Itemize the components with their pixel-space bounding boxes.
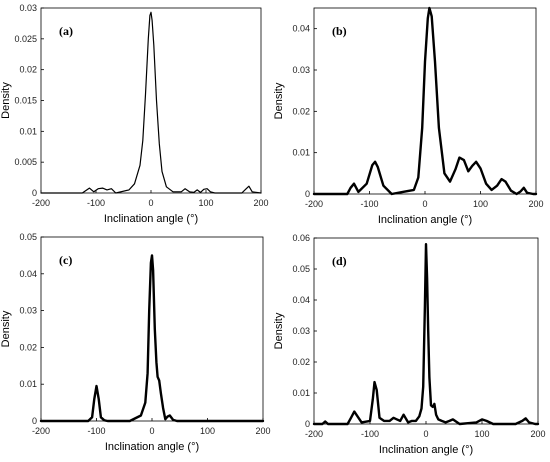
y-tick-label: 0.015 [14,96,37,106]
x-tick-label: 100 [198,198,213,208]
x-tick-label: 100 [473,199,488,209]
x-tick-label: 0 [149,426,154,436]
plot-frame [313,7,537,195]
y-tick-label: 0.05 [292,264,310,274]
y-tick-label: 0.02 [292,106,310,116]
x-axis-label: Inclination angle (°) [105,441,199,453]
y-tick-label: 0.02 [19,65,37,75]
y-axis-label: Density [0,310,12,347]
y-axis-label: Density [273,82,285,119]
x-tick-label: -100 [87,426,105,436]
x-axis-label: Inclination angle (°) [379,444,473,456]
y-tick-label: 0.03 [292,326,310,336]
y-tick-label: 0.04 [19,269,37,279]
panel-2: -200 -100 0 100 200 0 0.01 0.02 0.03 0.04 0.05 Incl… [0,232,271,453]
y-tick-label: 0.01 [292,388,310,398]
panel-1: -200 -100 0 100 200 0 0.01 0.02 0.03 0.04 Inclinat… [273,6,544,226]
x-tick-label: 0 [148,198,153,208]
y-tick-label: 0.01 [19,379,37,389]
y-tick-label: 0.01 [19,126,37,136]
x-tick-label: 200 [255,426,270,436]
y-axis-label: Density [0,82,12,119]
x-tick-label: -200 [32,426,50,436]
y-tick-label: 0.025 [14,34,37,44]
y-tick-label: 0.06 [292,233,310,243]
x-tick-label: 0 [422,199,427,209]
y-tick-label: 0.03 [19,3,37,13]
x-tick-label: -200 [32,198,50,208]
y-tick-label: 0.01 [292,148,310,158]
x-tick-label: 100 [200,426,215,436]
x-axis-label: Inclination angle (°) [104,213,198,225]
y-tick-label: 0.04 [292,295,310,305]
y-tick-label: 0.03 [19,306,37,316]
density-curve [39,254,265,423]
density-curve [312,6,538,196]
panel-label: (b) [332,24,347,38]
density-curve [312,242,540,426]
y-axis-label: Density [273,312,285,349]
x-tick-label: -100 [360,199,378,209]
density-curve [40,11,262,194]
panel-label: (c) [59,253,72,267]
panel-3: -200 -100 0 100 200 0 0.01 0.02 0.03 0.04 0.05 0.06… [273,233,546,456]
y-tick-label: 0.02 [292,357,310,367]
y-tick-label: 0 [305,189,310,199]
x-axis-label: Inclination angle (°) [378,214,472,226]
y-tick-label: 0.02 [19,342,37,352]
x-tick-label: -100 [361,429,379,439]
panel-label: (d) [332,254,347,268]
y-tick-label: 0.03 [292,65,310,75]
y-tick-label: 0 [32,188,37,198]
y-tick-label: 0.04 [292,24,310,34]
x-tick-label: -100 [87,198,105,208]
panel-label: (a) [59,24,73,38]
y-tick-label: 0.005 [14,157,37,167]
x-tick-label: 0 [423,429,428,439]
x-tick-label: 200 [530,429,545,439]
panel-0: -200 -100 0 100 200 0 0.005 0.01 0.015 0.02 0.025 0… [0,3,269,225]
y-tick-label: 0 [305,419,310,429]
x-tick-label: 100 [474,429,489,439]
x-tick-label: 200 [253,198,268,208]
x-tick-label: -200 [305,199,323,209]
plot-frame [40,7,262,194]
x-tick-label: 200 [528,199,543,209]
y-tick-label: 0.05 [19,232,37,242]
x-tick-label: -200 [305,429,323,439]
y-tick-label: 0 [32,416,37,426]
